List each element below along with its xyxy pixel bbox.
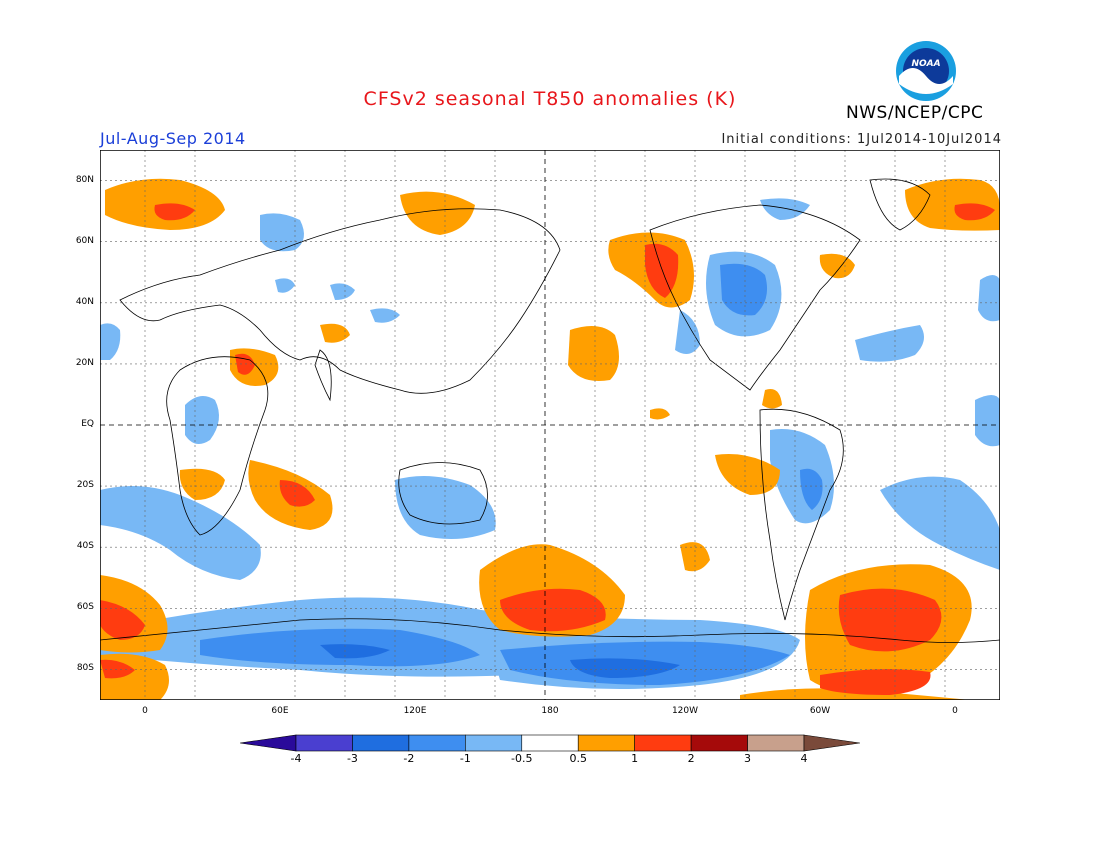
lat-tick-label: 20S xyxy=(76,480,94,491)
colorbar-label: 4 xyxy=(800,752,808,765)
colorbar xyxy=(239,733,861,753)
colorbar-label: -2 xyxy=(403,752,415,765)
lat-tick-label: 40N xyxy=(75,296,94,307)
colorbar-svg xyxy=(239,734,861,752)
colorbar-swatch xyxy=(352,734,410,752)
lon-tick-label: 60E xyxy=(271,706,289,716)
cool-strong-regions xyxy=(320,644,680,678)
colorbar-label: -3 xyxy=(346,752,358,765)
initial-conditions-label: Initial conditions: 1Jul2014-10Jul2014 xyxy=(721,132,1002,147)
map-svg xyxy=(99,149,1001,701)
lon-tick-label: 60W xyxy=(809,706,831,716)
colorbar-swatch xyxy=(239,734,297,752)
colorbar-swatch xyxy=(465,734,523,752)
lat-tick-label: 60S xyxy=(76,602,94,613)
colorbar-swatch xyxy=(803,734,861,752)
warm-moderate-regions xyxy=(100,203,995,695)
lon-tick-label: 120E xyxy=(403,706,427,716)
lon-tick-label: 180 xyxy=(541,706,559,716)
period-label: Jul-Aug-Sep 2014 xyxy=(100,129,246,148)
colorbar-label: -0.5 xyxy=(511,752,533,765)
colorbar-swatch xyxy=(408,734,466,752)
colorbar-swatch xyxy=(747,734,805,752)
colorbar-label: 1 xyxy=(631,752,639,765)
lat-tick-label: EQ xyxy=(81,419,94,429)
lon-tick-label: 0 xyxy=(142,706,148,716)
lat-tick-label: 20N xyxy=(75,357,94,368)
colorbar-label: -4 xyxy=(290,752,302,765)
lat-tick-label: 80S xyxy=(76,663,94,674)
colorbar-swatch xyxy=(690,734,748,752)
lat-tick-label: 40S xyxy=(76,541,94,552)
colorbar-swatch xyxy=(521,734,579,752)
lon-tick-label: 120W xyxy=(671,706,699,716)
coastlines xyxy=(100,178,1000,643)
noaa-logo-icon: NOAA xyxy=(895,40,957,102)
colorbar-label: 2 xyxy=(687,752,695,765)
colorbar-label: 3 xyxy=(744,752,752,765)
logo-text: NOAA xyxy=(911,59,940,69)
lon-tick-label: 0 xyxy=(952,706,958,716)
colorbar-label: 0.5 xyxy=(569,752,587,765)
colorbar-swatch xyxy=(634,734,692,752)
anomaly-map xyxy=(99,149,1001,701)
colorbar-swatch xyxy=(577,734,635,752)
lat-tick-label: 60N xyxy=(75,235,94,246)
colorbar-label: -1 xyxy=(459,752,471,765)
org-label: NWS/NCEP/CPC xyxy=(846,103,984,123)
equator-dateline xyxy=(100,150,1000,700)
page-title: CFSv2 seasonal T850 anomalies (K) xyxy=(363,88,737,110)
colorbar-swatch xyxy=(295,734,353,752)
lat-tick-label: 80N xyxy=(75,174,94,185)
